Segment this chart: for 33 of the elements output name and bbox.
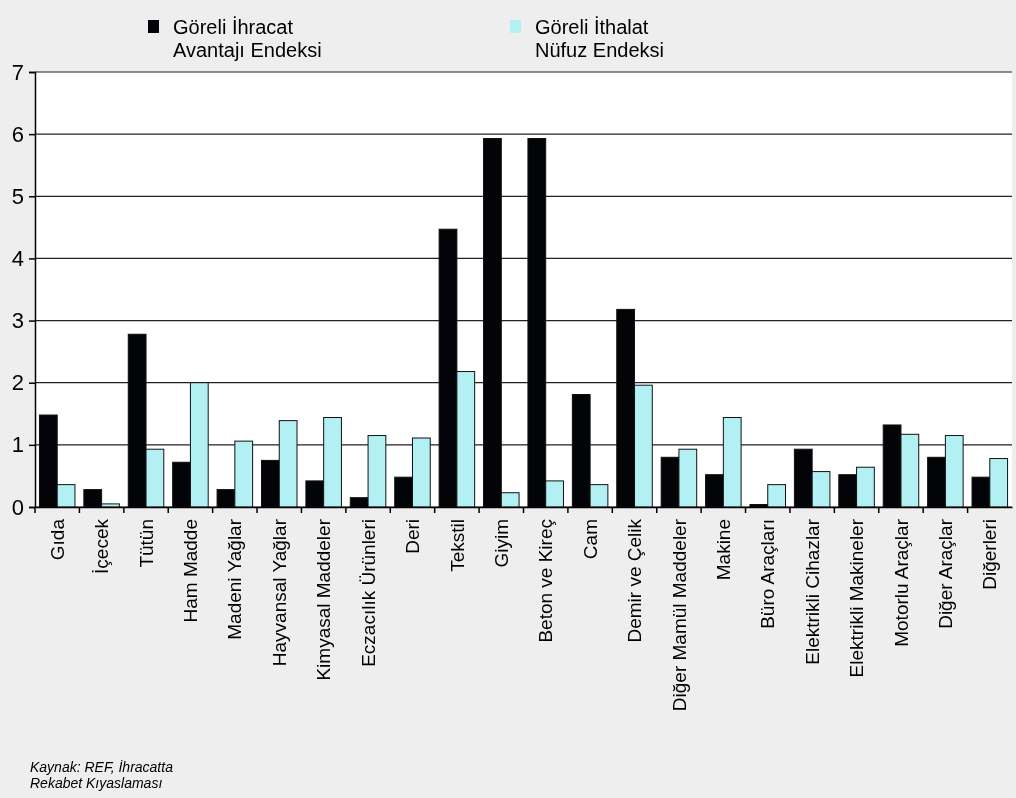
x-tick-label: Ham Madde <box>180 519 202 623</box>
x-tick-label: Diğer Araçlar <box>935 518 957 629</box>
x-tick-label: Elektrikli Cihazlar <box>801 518 823 665</box>
x-tick-label: Diğer Mamül Maddeler <box>668 518 690 712</box>
y-tick-label: 3 <box>11 308 24 334</box>
x-tick-label: Madeni Yağlar <box>224 518 246 640</box>
x-tick-label: Tütün <box>135 519 157 568</box>
y-tick-label: 1 <box>11 432 24 458</box>
x-tick-label: Eczacılık Ürünleri <box>357 519 379 667</box>
y-tick-label: 2 <box>11 370 24 396</box>
x-tick-label: İçecek <box>91 518 113 574</box>
text: Kaynak: REF, İhracatta Rekabet Kıyaslaması <box>30 759 174 791</box>
x-tick-label: Elektrikli Makineler <box>846 518 868 678</box>
x-tick-label: Beton ve Kireç <box>535 519 557 643</box>
x-tick-label: Hayvansal Yağlar <box>268 518 290 667</box>
x-tick-label: Motorlu Araçlar <box>890 518 912 647</box>
y-tick-label: 7 <box>11 59 24 85</box>
x-tick-label: Deri <box>402 519 424 554</box>
x-tick-label: Büro Araçları <box>757 519 779 629</box>
x-tick-label: Demir ve Çelik <box>624 518 646 643</box>
x-tick-label: Tekstil <box>446 519 468 572</box>
x-tick-label: Kimyasal Maddeler <box>313 518 335 681</box>
y-tick-label: 5 <box>11 183 24 209</box>
legend-label: Göreli İthalat Nüfuz Endeksi <box>535 16 664 61</box>
y-tick-label: 0 <box>11 494 24 520</box>
x-tick-label: Gıda <box>46 518 68 561</box>
x-tick-label: Makine <box>712 519 734 581</box>
x-tick-label: Diğerleri <box>979 519 1001 590</box>
y-tick-label: 6 <box>11 121 24 147</box>
x-tick-label: Giyim <box>490 519 512 568</box>
y-tick-label: 4 <box>11 245 24 271</box>
legend-label: Göreli İhracat Avantajı Endeksi <box>173 16 322 61</box>
x-tick-label: Cam <box>579 519 601 560</box>
